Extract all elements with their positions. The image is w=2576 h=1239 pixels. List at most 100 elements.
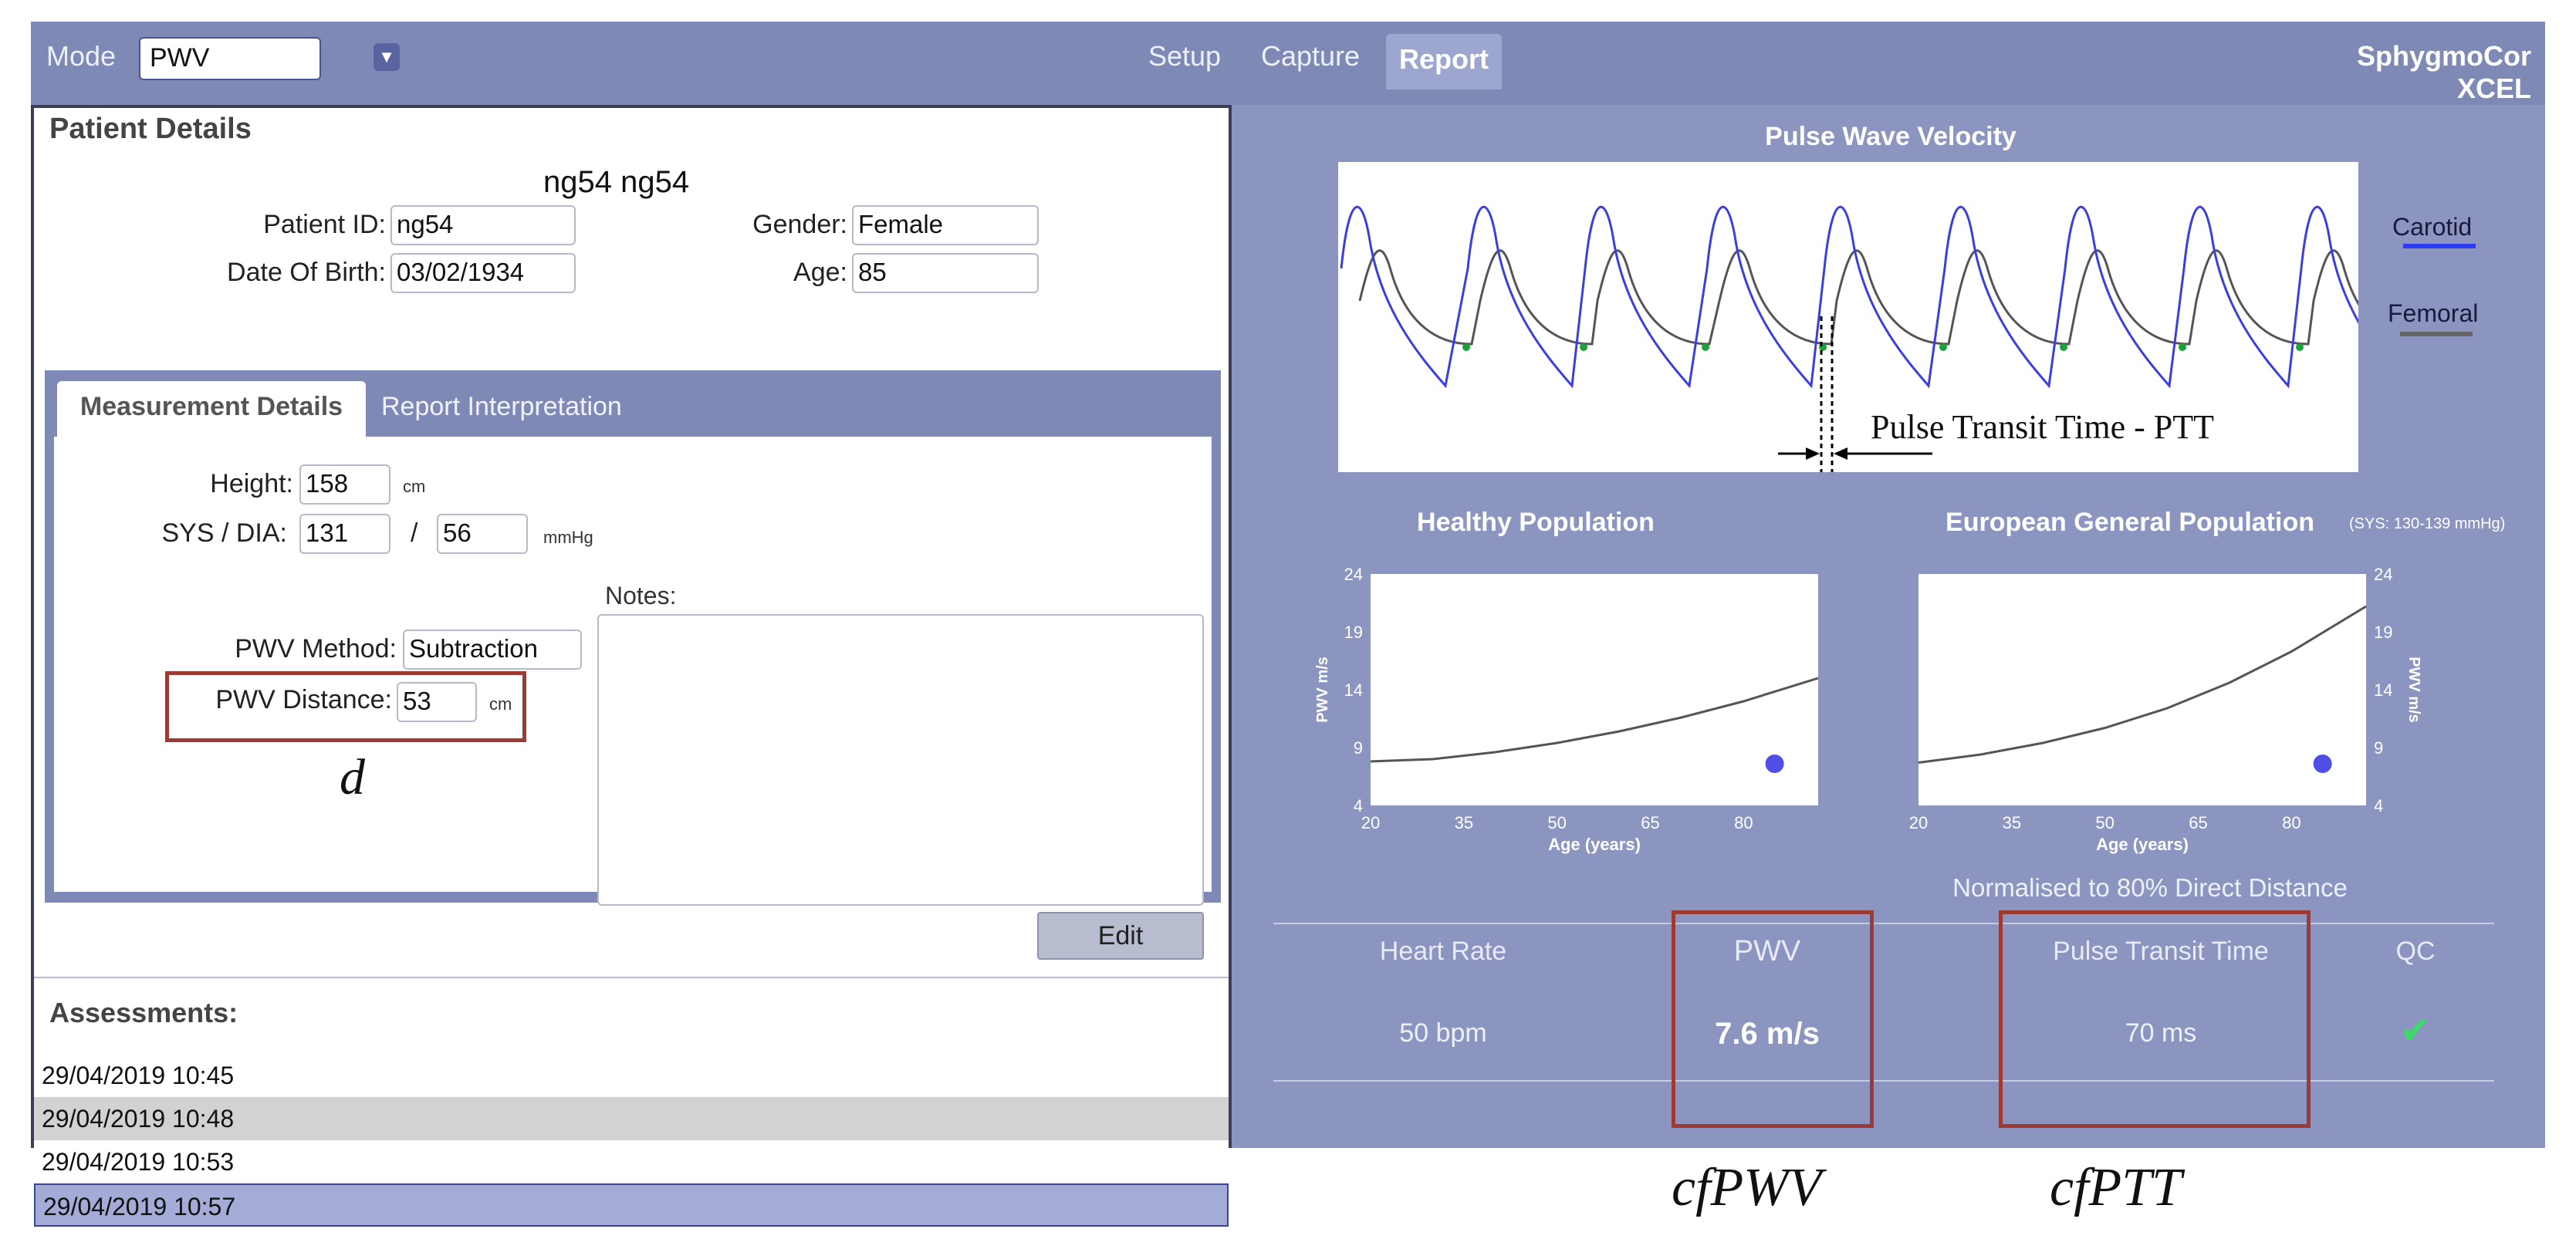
x-tick-label: 35 xyxy=(2003,813,2021,832)
y-tick-label: 14 xyxy=(1344,680,1363,700)
tab-report-interpretation[interactable]: Report Interpretation xyxy=(381,392,622,421)
plot-area xyxy=(1371,574,1818,805)
results-divider-bottom xyxy=(1273,1080,2494,1082)
y-tick-label: 9 xyxy=(2374,738,2383,758)
patient-name: ng54 ng54 xyxy=(543,165,690,199)
ptt-annotation: Pulse Transit Time - PTT xyxy=(1871,407,2215,447)
sys-dia-slash: / xyxy=(411,518,418,548)
top-bar: Mode PWV ▼ Setup Capture Report SphygmoC… xyxy=(31,22,2545,105)
sphygmocor-app-window: Mode PWV ▼ Setup Capture Report SphygmoC… xyxy=(31,22,2545,1227)
x-tick-label: 65 xyxy=(1641,813,1659,832)
notes-label: Notes: xyxy=(605,582,677,609)
tab-measurement-details[interactable]: Measurement Details xyxy=(57,381,366,437)
left-panel: Patient Details ng54 ng54 Patient ID: ng… xyxy=(31,105,1232,1227)
y-tick-label: 24 xyxy=(1344,565,1363,584)
results-divider-top xyxy=(1273,923,2494,924)
cfptt-annotation: cfPTT xyxy=(2050,1158,2182,1217)
pwv-chart-title: Pulse Wave Velocity xyxy=(1765,122,2017,151)
legend-carotid-swatch xyxy=(2403,244,2476,248)
assessments-title: Assessments: xyxy=(49,997,238,1028)
european-chart-marks: 24 19 14 9 4 20 35 50 65 80 Age (years) PWV m/s xyxy=(1909,565,2422,854)
patient-details-title: Patient Details xyxy=(49,113,252,145)
y-axis-label: PWV m/s xyxy=(1314,657,1331,723)
patient-point xyxy=(2313,755,2332,773)
y-tick-label: 4 xyxy=(1354,796,1363,815)
age-field[interactable]: 85 xyxy=(852,253,1039,293)
tab-capture[interactable]: Capture xyxy=(1261,40,1361,72)
onset-marker xyxy=(2296,343,2304,351)
mode-select[interactable]: PWV ▼ xyxy=(139,37,400,80)
y-tick-label: 14 xyxy=(2374,680,2392,700)
legend-femoral-swatch xyxy=(2400,332,2473,336)
heart-rate-label: Heart Rate xyxy=(1379,937,1507,966)
legend-carotid-label: Carotid xyxy=(2392,213,2473,241)
height-label: Height: xyxy=(210,469,293,498)
ptt-label: Pulse Transit Time xyxy=(2053,937,2269,966)
sys-dia-label: SYS / DIA: xyxy=(161,518,288,548)
tab-setup[interactable]: Setup xyxy=(1148,40,1222,72)
pwv-distance-highlight xyxy=(165,671,526,742)
ptt-arrowhead-right xyxy=(1834,447,1847,460)
gender-label: Gender: xyxy=(752,210,847,239)
x-tick-label: 20 xyxy=(1361,813,1380,832)
height-field[interactable]: 158 xyxy=(299,464,390,505)
healthy-chart-marks: 24 19 14 9 420 35 50 65 80 Age (years) PWV m/s xyxy=(1314,565,1819,854)
onset-marker xyxy=(2060,343,2067,351)
y-axis-label: PWV m/s xyxy=(2405,657,2422,723)
assessment-row[interactable]: 29/04/2019 10:48 xyxy=(34,1097,1229,1140)
ptt-value: 70 ms xyxy=(2125,1018,2197,1048)
dob-label: Date Of Birth: xyxy=(227,258,386,287)
y-tick-label: 9 xyxy=(1354,738,1363,758)
tab-report[interactable]: Report xyxy=(1386,34,1502,89)
dia-field[interactable]: 56 xyxy=(437,514,528,554)
pwv-method-label: PWV Method: xyxy=(235,634,397,663)
x-tick-label: 50 xyxy=(1547,813,1566,832)
divider xyxy=(34,977,1229,978)
pwv-method-field[interactable]: Subtraction xyxy=(403,630,582,670)
european-chart-subtitle: (SYS: 130-139 mmHg) xyxy=(2349,515,2506,532)
notes-textarea[interactable] xyxy=(597,614,1204,906)
cfpwv-annotation: cfPWV xyxy=(1672,1158,1822,1217)
edit-button[interactable]: Edit xyxy=(1037,912,1204,960)
age-label: Age: xyxy=(793,258,847,287)
mode-select-value: PWV xyxy=(150,43,210,73)
assessment-row-selected[interactable]: 29/04/2019 10:57 xyxy=(34,1183,1229,1227)
sys-field[interactable]: 131 xyxy=(299,514,390,554)
pwv-distance-field[interactable]: 53 xyxy=(397,682,477,722)
brand-label: SphygmoCor XCEL xyxy=(2356,40,2531,104)
x-axis-label: Age (years) xyxy=(1548,835,1641,854)
onset-marker xyxy=(1580,343,1587,351)
pwv-highlight xyxy=(1672,910,1874,1128)
pwv-distance-unit: cm xyxy=(489,694,512,714)
plot-area xyxy=(1918,574,2366,805)
y-tick-label: 19 xyxy=(2374,623,2392,642)
pwv-waveform-chart: Pulse Transit Time - PTT xyxy=(1338,162,2426,472)
pwv-value: 7.6 m/s xyxy=(1715,1017,1820,1051)
heart-rate-value: 50 bpm xyxy=(1399,1018,1487,1048)
pwv-label: PWV xyxy=(1733,935,1801,967)
qc-label: QC xyxy=(2395,937,2436,966)
chevron-down-icon[interactable]: ▼ xyxy=(374,43,400,71)
carotid-waveform xyxy=(1340,205,2407,389)
assessment-row[interactable]: 29/04/2019 10:53 xyxy=(34,1140,1229,1183)
onset-marker xyxy=(2179,343,2186,351)
normalised-note: Normalised to 80% Direct Distance xyxy=(1952,873,2348,902)
x-tick-label: 20 xyxy=(1909,813,1928,832)
mode-label: Mode xyxy=(46,40,117,72)
ptt-highlight xyxy=(1999,910,2311,1128)
reference-curve xyxy=(1370,677,1819,763)
legend-femoral-label: Femoral xyxy=(2388,299,2479,327)
height-unit: cm xyxy=(403,477,426,496)
assessment-row[interactable]: 29/04/2019 10:45 xyxy=(34,1054,1229,1097)
x-tick-label: 65 xyxy=(2189,813,2207,832)
waveform-markers xyxy=(1462,343,2304,351)
y-tick-label: 19 xyxy=(1344,623,1363,642)
gender-field[interactable]: Female xyxy=(852,205,1039,245)
pressure-unit: mmHg xyxy=(543,528,593,547)
y-tick-label: 24 xyxy=(2374,565,2392,584)
check-icon: ✔ xyxy=(2399,1011,2432,1052)
reference-curve xyxy=(1918,605,2367,764)
patient-id-field[interactable]: ng54 xyxy=(390,205,576,245)
dob-field[interactable]: 03/02/1934 xyxy=(390,253,576,293)
healthy-chart-title: Healthy Population xyxy=(1417,508,1655,537)
